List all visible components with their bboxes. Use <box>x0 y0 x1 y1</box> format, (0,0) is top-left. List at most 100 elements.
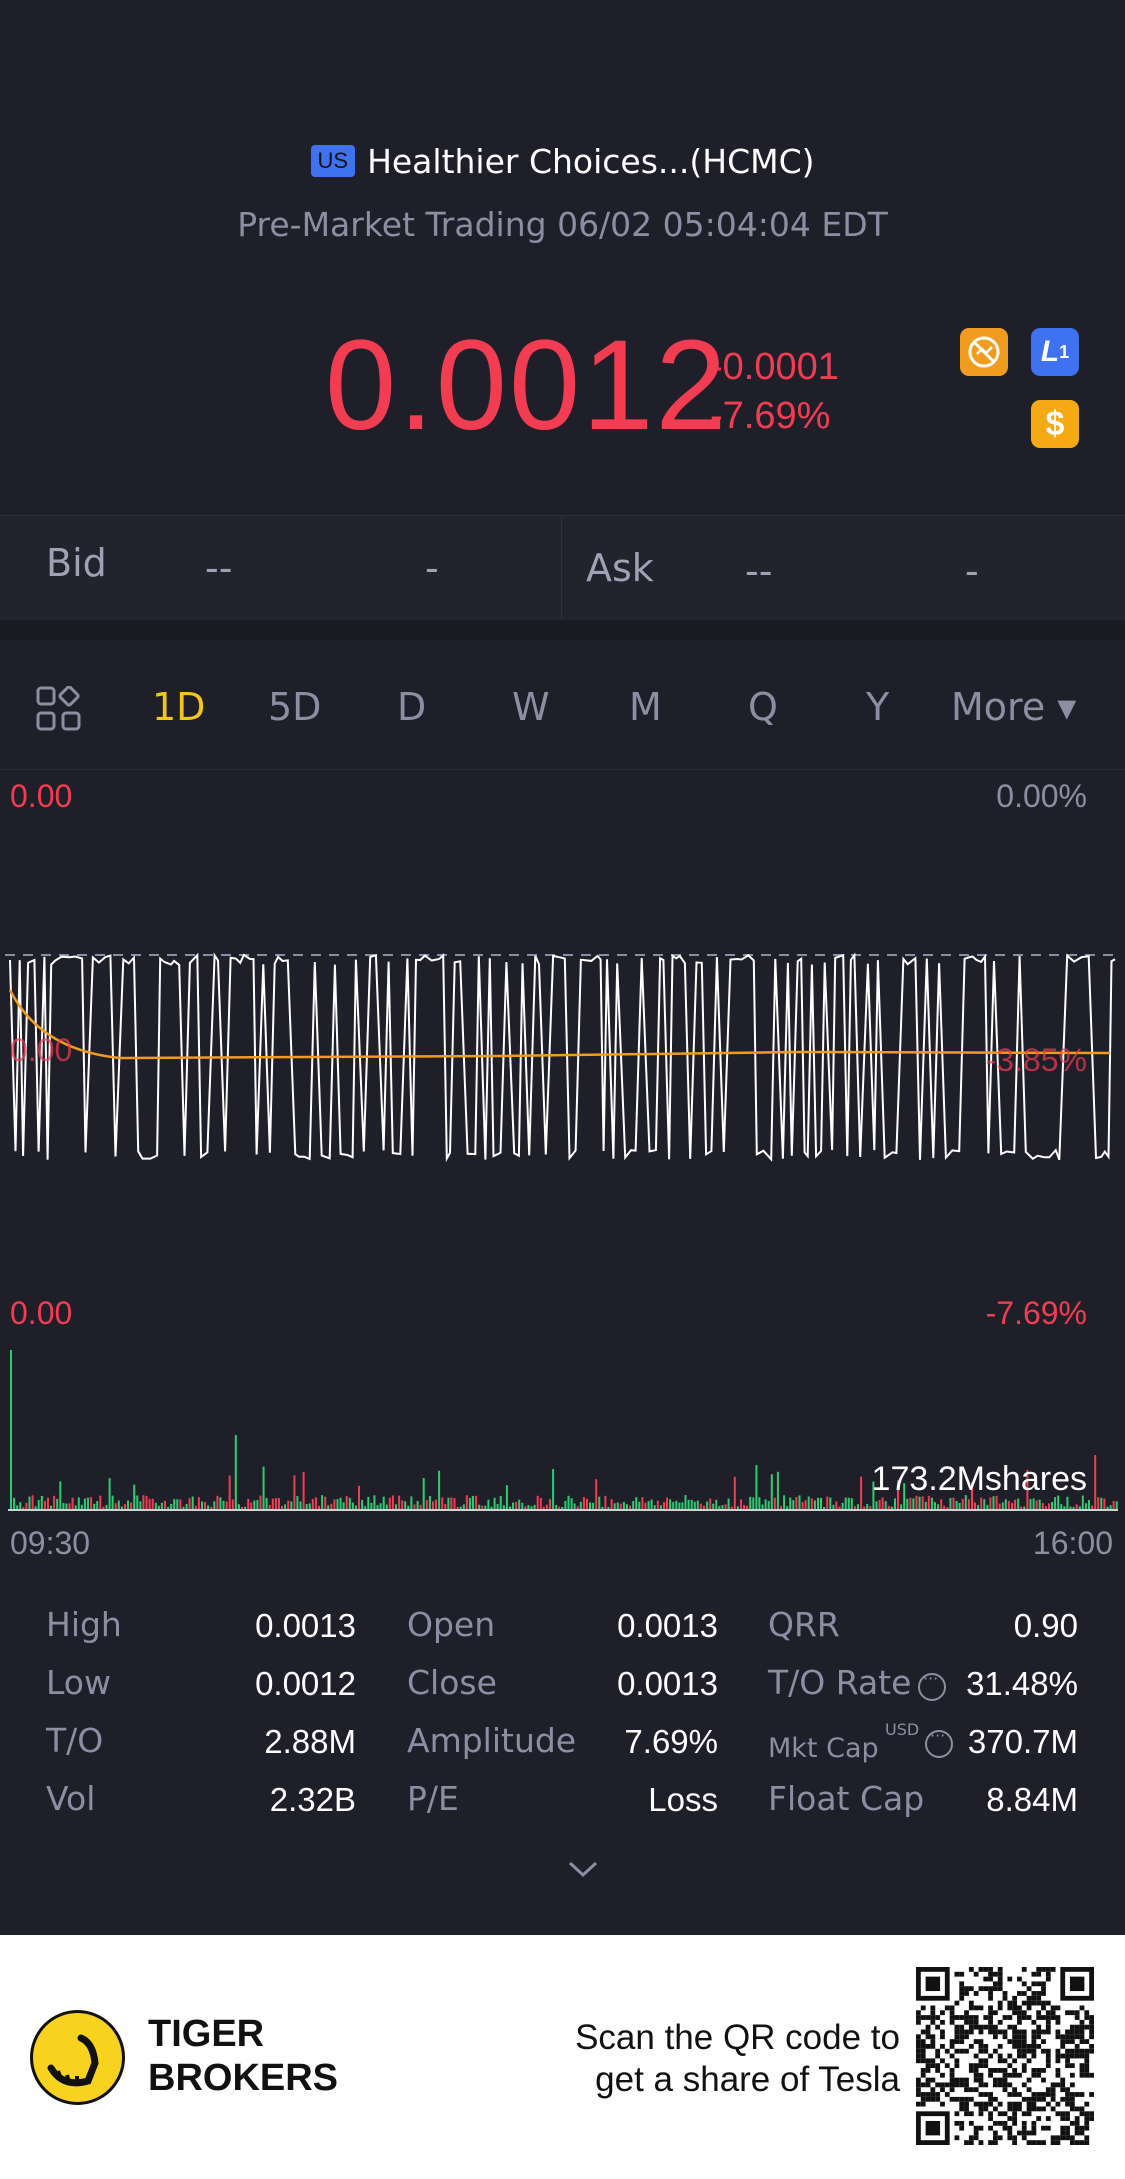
qr-module <box>1012 2005 1018 2011</box>
chevron-down-icon[interactable] <box>566 1858 600 1884</box>
qr-module <box>1069 2082 1075 2088</box>
volume-bar <box>835 1501 838 1510</box>
chart-settings-icon[interactable] <box>36 685 82 736</box>
stats-grid: High 0.0013 Open 0.0013 QRR 0.90 Low 0.0… <box>0 1595 1125 1875</box>
qr-module <box>1021 2053 1027 2059</box>
volume-bar <box>721 1505 724 1510</box>
volume-bar <box>743 1504 745 1510</box>
volume-bar <box>564 1501 567 1510</box>
volume-bar <box>358 1485 360 1510</box>
qr-module <box>1041 1986 1046 1992</box>
qr-module <box>1017 2101 1022 2107</box>
qr-module <box>925 2034 931 2040</box>
qr-module <box>1060 2034 1066 2040</box>
stat-label-high: High <box>46 1605 122 1644</box>
qr-module <box>1036 1981 1042 1987</box>
qr-module <box>1089 2043 1094 2049</box>
qr-module <box>935 2082 941 2088</box>
qr-module <box>920 2096 926 2102</box>
qr-module <box>992 2096 998 2102</box>
volume-bar <box>897 1480 899 1510</box>
qr-module <box>1007 2125 1013 2131</box>
qr-module <box>1084 2140 1090 2145</box>
tab-5d[interactable]: 5D <box>268 685 322 729</box>
volume-bar <box>598 1496 601 1510</box>
volume-bar <box>22 1507 25 1510</box>
qr-module <box>1069 2063 1075 2069</box>
volume-bar <box>669 1499 672 1510</box>
qr-module <box>973 2125 979 2131</box>
volume-bar <box>87 1497 89 1510</box>
more-menu[interactable]: More ▾ <box>951 685 1077 729</box>
mkt-cap-info-icon[interactable] <box>925 1726 953 1758</box>
stat-value-float-cap: 8.84M <box>986 1781 1078 1818</box>
qr-module <box>1031 2053 1037 2059</box>
volume-bar <box>499 1496 502 1510</box>
volume-bar <box>1035 1500 1038 1510</box>
qr-module <box>1002 2120 1008 2126</box>
qr-module <box>978 2005 984 2011</box>
stock-title[interactable]: US Healthier Choices...(HCMC) <box>0 142 1125 181</box>
qr-module <box>925 2015 931 2020</box>
qr-module <box>978 2063 984 2069</box>
stock-name: Healthier Choices...(HCMC) <box>367 142 815 181</box>
qr-module <box>1031 2125 1037 2131</box>
volume-bar <box>539 1498 542 1510</box>
qr-module <box>1084 2039 1090 2044</box>
qr-module <box>1012 2068 1018 2073</box>
qr-module <box>992 1981 998 1987</box>
volume-bar <box>419 1504 422 1510</box>
volume-bar <box>441 1497 444 1510</box>
volume-bar <box>222 1500 225 1510</box>
qr-module <box>1065 2063 1070 2069</box>
qr-module <box>916 2087 921 2093</box>
tab-y[interactable]: Y <box>866 685 890 729</box>
qr-module <box>964 2106 969 2112</box>
tab-q[interactable]: Q <box>748 685 778 729</box>
no-short-icon[interactable] <box>960 328 1008 376</box>
qr-module <box>1079 2072 1085 2078</box>
volume-bar <box>992 1496 995 1510</box>
tab-m[interactable]: M <box>629 685 662 729</box>
volume-bar <box>807 1496 810 1510</box>
intraday-chart[interactable]: 0.00 0.00% 0.00 -3.85% 0.00 -7.69% 173.2… <box>0 770 1125 1561</box>
volume-bar <box>284 1504 287 1510</box>
volume-bar <box>813 1500 816 1510</box>
qr-module <box>925 2092 931 2097</box>
qr-module <box>954 2048 960 2054</box>
qr-module <box>1045 2029 1051 2035</box>
volume-bar <box>496 1503 499 1510</box>
volume-bar <box>586 1498 588 1510</box>
qr-module <box>1031 2101 1037 2107</box>
volume-bar <box>666 1497 668 1510</box>
qr-module <box>1065 2058 1070 2064</box>
stat-label-to: T/O <box>46 1721 104 1760</box>
tab-d[interactable]: D <box>397 685 427 729</box>
to-rate-info-icon[interactable] <box>918 1669 946 1701</box>
qr-module <box>1089 2111 1094 2117</box>
qr-module <box>1041 2039 1046 2044</box>
qr-module <box>1079 2019 1085 2025</box>
volume-bar <box>641 1497 644 1510</box>
qr-module <box>1007 2053 1013 2059</box>
tab-w[interactable]: W <box>512 685 550 729</box>
volume-bar <box>31 1495 34 1510</box>
volume-bar <box>1001 1502 1004 1510</box>
dollar-icon[interactable]: $ <box>1031 400 1079 448</box>
qr-module <box>988 2029 993 2035</box>
qr-module <box>1069 2096 1075 2102</box>
qr-module <box>973 1971 979 1977</box>
qr-module <box>1012 2106 1018 2112</box>
qr-module <box>1065 2053 1070 2059</box>
qr-module <box>1012 2087 1018 2093</box>
qr-module <box>1074 2029 1080 2035</box>
qr-code[interactable] <box>916 1967 1094 2145</box>
qr-module <box>954 1971 960 1977</box>
qr-module <box>930 2043 936 2049</box>
volume-bar <box>1041 1503 1044 1510</box>
volume-bar <box>675 1500 678 1510</box>
qr-module <box>968 2087 974 2093</box>
tab-1d[interactable]: 1D <box>152 685 206 729</box>
qr-module <box>1021 2135 1027 2141</box>
